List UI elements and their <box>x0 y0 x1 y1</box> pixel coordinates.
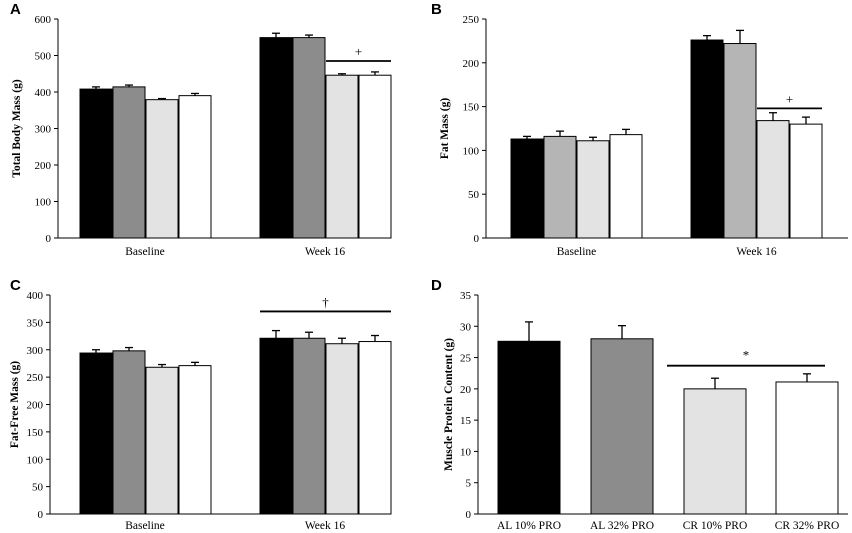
bar-cr-10-pro <box>756 120 790 239</box>
y-tick-label: 350 <box>27 317 44 329</box>
y-tick-label: 600 <box>35 14 52 26</box>
panel-letter: A <box>10 1 21 18</box>
y-tick-label: 25 <box>460 353 472 365</box>
panel-a: A Total Body Mass (g) 0 100 200 300 400 500 600 B… <box>10 1 392 258</box>
y-tick-label: 250 <box>463 14 480 26</box>
bar-al-32-pro <box>292 337 326 515</box>
y-tick-label: 150 <box>27 427 44 439</box>
y-tick-label: 5 <box>466 478 472 490</box>
bar-al-32-pro <box>112 86 146 239</box>
x-category-label: AL 10% PRO <box>497 520 561 532</box>
bar-cr-32-pro <box>775 381 839 515</box>
x-category-label: Baseline <box>557 246 597 258</box>
x-category-label: Week 16 <box>305 520 346 532</box>
panel-c: C Fat-Free Mass (g) 0 50 100 150 200 250 300 350 4… <box>9 277 392 532</box>
bar-al-10-pro <box>259 37 293 239</box>
y-tick-label: 400 <box>27 290 44 302</box>
bar-cr-32-pro <box>358 341 392 515</box>
bar-cr-10-pro <box>683 388 747 515</box>
significance-marker: † <box>322 294 329 309</box>
y-tick-label: 30 <box>460 321 472 333</box>
y-tick-label: 500 <box>35 51 52 63</box>
y-tick-label: 50 <box>468 189 480 201</box>
y-tick-label: 0 <box>466 509 472 521</box>
y-tick-label: 100 <box>463 145 480 157</box>
y-tick-label: 15 <box>460 415 472 427</box>
x-category-label: Baseline <box>125 246 165 258</box>
y-tick-label: 0 <box>38 509 44 521</box>
y-tick-label: 100 <box>35 197 52 209</box>
y-tick-label: 200 <box>463 58 480 70</box>
x-category-label: Week 16 <box>736 246 777 258</box>
y-tick-label: 300 <box>27 345 44 357</box>
bar-cr-32-pro <box>178 95 212 239</box>
y-tick-label: 400 <box>35 87 52 99</box>
y-tick-label: 20 <box>460 384 472 396</box>
panel-d: D Muscle Protein Content (g) 0 5 10 15 20 25 30 3… <box>431 277 848 532</box>
y-axis-label: Total Body Mass (g) <box>11 79 23 177</box>
bar-cr-10-pro <box>145 99 179 239</box>
bar-al-10-pro <box>259 337 293 515</box>
panel-letter: C <box>10 277 21 294</box>
y-tick-label: 250 <box>27 372 44 384</box>
panel-letter: D <box>431 277 442 294</box>
bar-al-32-pro <box>723 43 757 239</box>
x-category-label: Week 16 <box>305 246 346 258</box>
y-tick-label: 100 <box>27 454 44 466</box>
y-tick-label: 200 <box>35 160 52 172</box>
y-axis-label: Fat Mass (g) <box>439 98 451 159</box>
y-tick-label: 0 <box>474 233 480 245</box>
bar-al-10-pro <box>510 138 544 239</box>
y-axis-label: Muscle Protein Content (g) <box>443 338 455 471</box>
bar-al-32-pro <box>112 350 146 515</box>
x-category-label: AL 32% PRO <box>590 520 654 532</box>
x-category-label: CR 32% PRO <box>775 520 840 532</box>
bar-cr-10-pro <box>325 343 359 515</box>
bar-al-10-pro <box>497 340 561 515</box>
x-category-label: Baseline <box>125 520 165 532</box>
y-tick-label: 0 <box>46 233 52 245</box>
y-tick-label: 300 <box>35 124 52 136</box>
bar-cr-32-pro <box>609 134 643 239</box>
bar-al-10-pro <box>79 88 113 239</box>
x-category-label: CR 10% PRO <box>683 520 748 532</box>
bar-cr-10-pro <box>576 140 610 239</box>
bar-cr-10-pro <box>325 74 359 239</box>
y-tick-label: 150 <box>463 102 480 114</box>
bar-cr-32-pro <box>789 123 823 239</box>
bar-al-32-pro <box>543 135 577 239</box>
significance-marker: + <box>786 91 793 106</box>
panel-letter: B <box>431 1 442 18</box>
bar-cr-10-pro <box>145 366 179 515</box>
y-tick-label: 35 <box>460 290 472 302</box>
bar-cr-32-pro <box>358 74 392 239</box>
bar-al-32-pro <box>292 37 326 239</box>
y-tick-label: 50 <box>32 482 44 494</box>
bar-cr-32-pro <box>178 365 212 515</box>
significance-marker: + <box>355 44 362 59</box>
bar-al-10-pro <box>79 352 113 515</box>
panel-b: B Fat Mass (g) 0 50 100 150 200 250 Baseline Week… <box>431 1 848 258</box>
bar-al-32-pro <box>590 338 654 515</box>
y-axis-label: Fat-Free Mass (g) <box>9 361 21 448</box>
bar-al-10-pro <box>690 39 724 239</box>
y-tick-label: 10 <box>460 446 472 458</box>
y-tick-label: 200 <box>27 400 44 412</box>
significance-marker: * <box>743 348 750 363</box>
